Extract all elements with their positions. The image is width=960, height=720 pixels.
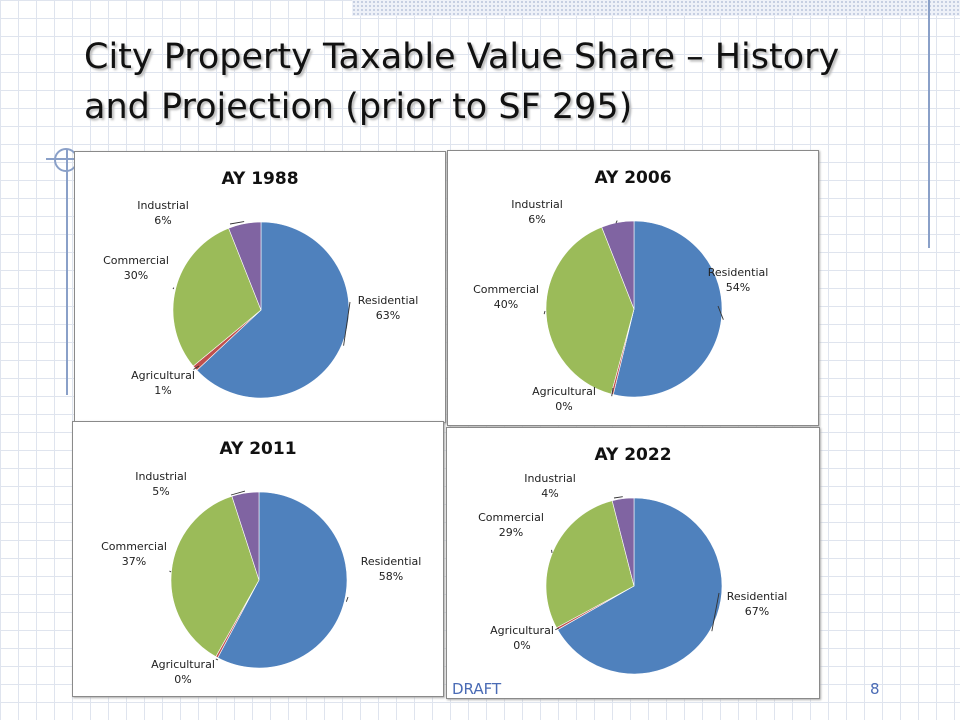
leader-line-residential (711, 592, 720, 632)
slice-label-industrial: Industrial (137, 199, 189, 212)
pie-slice-residential (217, 491, 348, 669)
leader-line-industrial (229, 221, 245, 225)
slice-label-commercial: Commercial (478, 511, 544, 524)
leader-line-agricultural (555, 627, 560, 631)
leader-line-industrial (613, 496, 623, 499)
pie-slice-industrial (611, 497, 635, 587)
pie-slice-commercial (545, 500, 635, 629)
pie-panel-2: AY 2006 Residential 54% Agricultural 0% Comme… (447, 150, 819, 426)
pie-slice-commercial (172, 227, 262, 367)
slice-value-agricultural: 0% (555, 400, 572, 413)
pie-chart-1: AY 1988 Residential 63% Agricultural 1% Comme… (103, 169, 419, 399)
slice-label-residential: Residential (727, 590, 788, 603)
pie-panel-1: AY 1988 Residential 63% Agricultural 1% Comme… (74, 151, 446, 423)
leader-line-agricultural (215, 658, 219, 661)
leader-line-industrial (615, 220, 618, 224)
leader-line-commercial (543, 310, 546, 315)
pie-chart-2: AY 2006 Residential 54% Agricultural 0% Comme… (473, 168, 769, 413)
pie-slice-industrial (228, 221, 262, 311)
slice-value-commercial: 29% (499, 526, 523, 539)
slice-label-agricultural: Agricultural (131, 369, 195, 382)
page-number: 8 (870, 680, 880, 698)
pie-chart-4: AY 2022 Residential 67% Agricultural 0% Comme… (478, 445, 788, 675)
slice-label-residential: Residential (708, 266, 769, 279)
slice-label-agricultural: Agricultural (490, 624, 554, 637)
chart-title: AY 1988 (221, 169, 298, 189)
pie-panel-3: AY 2011 Residential 58% Agricultural 0% Comme… (72, 421, 444, 697)
leader-line-industrial (230, 490, 246, 496)
leader-line-residential (717, 305, 724, 320)
slice-value-industrial: 5% (152, 485, 169, 498)
slice-value-residential: 63% (376, 309, 400, 322)
slice-label-agricultural: Agricultural (532, 385, 596, 398)
slice-value-commercial: 37% (122, 555, 146, 568)
slice-value-industrial: 6% (154, 214, 171, 227)
slice-value-residential: 54% (726, 281, 750, 294)
pie-slice-residential (196, 221, 350, 399)
slice-label-commercial: Commercial (101, 540, 167, 553)
slice-label-residential: Residential (361, 555, 422, 568)
pie-slice-commercial (545, 226, 635, 395)
slice-label-residential: Residential (358, 294, 419, 307)
slice-label-industrial: Industrial (524, 472, 576, 485)
pie-slice-residential (557, 497, 723, 675)
slice-value-commercial: 40% (494, 298, 518, 311)
pie-slice-industrial (231, 491, 260, 581)
slice-value-agricultural: 0% (174, 673, 191, 686)
slice-value-agricultural: 0% (513, 639, 530, 652)
slice-value-agricultural: 1% (154, 384, 171, 397)
slice-label-agricultural: Agricultural (151, 658, 215, 671)
slice-label-industrial: Industrial (511, 198, 563, 211)
leader-line-commercial (169, 570, 172, 573)
pie-slice-commercial (170, 495, 260, 658)
leader-line-residential (345, 596, 349, 602)
slice-label-industrial: Industrial (135, 470, 187, 483)
leader-line-agricultural (611, 387, 614, 397)
leader-line-agricultural (193, 365, 200, 370)
slice-label-commercial: Commercial (473, 283, 539, 296)
pie-panel-4: AY 2022 Residential 67% Agricultural 0% Comme… (446, 427, 820, 699)
decor-vertical-line-left (66, 150, 68, 395)
slice-value-residential: 67% (745, 605, 769, 618)
pie-chart-3: AY 2011 Residential 58% Agricultural 0% Comme… (101, 439, 422, 686)
chart-title: AY 2006 (594, 168, 671, 188)
pie-slice-residential (612, 220, 723, 398)
top-decor-band (352, 0, 960, 16)
pie-slice-industrial (601, 220, 635, 310)
decor-vertical-line-right (928, 0, 930, 248)
leader-line-commercial (172, 287, 175, 290)
slice-value-residential: 58% (379, 570, 403, 583)
slice-value-industrial: 4% (541, 487, 558, 500)
chart-title: AY 2022 (594, 445, 671, 465)
slice-value-commercial: 30% (124, 269, 148, 282)
slide-title: City Property Taxable Value Share – Hist… (84, 37, 840, 127)
draft-label: DRAFT (452, 680, 502, 698)
slice-value-industrial: 6% (528, 213, 545, 226)
chart-title: AY 2011 (219, 439, 296, 459)
slice-label-commercial: Commercial (103, 254, 169, 267)
leader-line-residential (343, 301, 351, 346)
